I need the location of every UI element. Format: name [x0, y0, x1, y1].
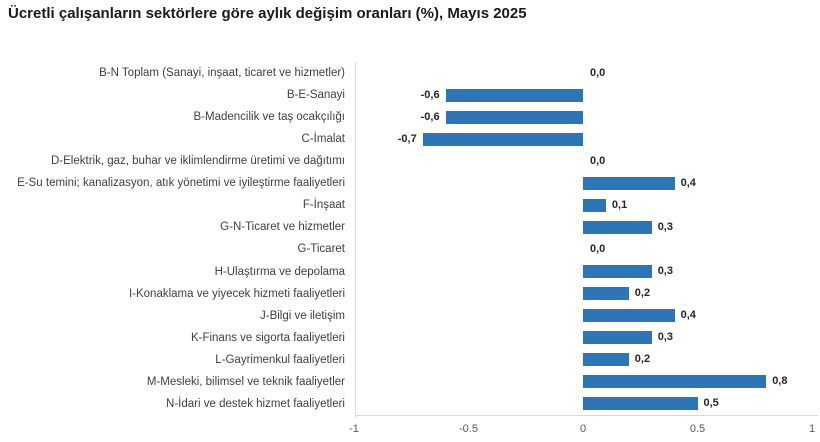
value-label: 0,1 [611, 198, 628, 211]
category-label: C-İmalat [301, 133, 345, 146]
x-tick-label: -0.5 [459, 423, 478, 435]
value-label: -0,7 [397, 132, 417, 145]
value-label: 0,2 [634, 287, 651, 300]
bar [583, 198, 606, 212]
bar [583, 176, 675, 190]
chart-row: J-Bilgi ve iletişim 0,4 [0, 305, 820, 327]
category-label: I-Konaklama ve yiyecek hizmeti faaliyetl… [128, 287, 345, 300]
chart-row: K-Finans ve sigorta faaliyetleri 0,3 [0, 327, 820, 349]
value-label: 0,3 [657, 220, 673, 233]
value-label: 0,4 [680, 176, 696, 189]
chart-row: B-N Toplam (Sanayi, inşaat, ticaret ve h… [0, 62, 820, 84]
x-tick-label: 1 [808, 423, 816, 435]
category-label: K-Finans ve sigorta faaliyetleri [190, 331, 345, 344]
category-label: G-Ticaret [297, 243, 346, 256]
category-label: M-Mesleki, bilimsel ve teknik faaliyetle… [146, 375, 345, 388]
category-label: F-İnşaat [302, 199, 345, 212]
value-label: -0,6 [420, 110, 440, 123]
value-label: 0,0 [590, 242, 606, 255]
chart-row: D-Elektrik, gaz, buhar ve iklimlendirme … [0, 150, 820, 172]
category-label: J-Bilgi ve iletişim [260, 309, 345, 322]
category-label: H-Ulaştırma ve depolama [214, 265, 345, 278]
category-label: B-N Toplam (Sanayi, inşaat, ticaret ve h… [99, 67, 345, 79]
chart-row: M-Mesleki, bilimsel ve teknik faaliyetle… [0, 371, 820, 393]
bar [583, 397, 698, 411]
value-label: 0,3 [657, 265, 673, 278]
chart-row: F-İnşaat 0,1 [0, 194, 820, 216]
x-tick-label: -1 [349, 423, 359, 435]
value-label: -0,6 [420, 88, 440, 101]
chart-row: B-E-Sanayi -0,6 [0, 84, 820, 106]
chart-row: N-İdari ve destek hizmet faaliyetleri 0,5 [0, 393, 820, 415]
bar [583, 309, 675, 323]
category-label: E-Su temini; kanalizasyon, atık yönetimi… [17, 177, 345, 190]
category-label: B-E-Sanayi [286, 89, 345, 102]
category-label: G-N-Ticaret ve hizmetler [220, 221, 345, 234]
value-label: 0,3 [657, 331, 673, 344]
chart-row: E-Su temini; kanalizasyon, atık yönetimi… [0, 172, 820, 194]
bar [583, 220, 652, 234]
value-label: 0,8 [772, 375, 788, 388]
x-tick-label: 0 [579, 423, 587, 435]
chart-row: I-Konaklama ve yiyecek hizmeti faaliyetl… [0, 283, 820, 305]
value-label: 0,0 [590, 66, 606, 79]
x-axis-line [355, 415, 818, 416]
x-tick-label: 0.5 [689, 423, 706, 435]
chart-row: G-N-Ticaret ve hizmetler 0,3 [0, 216, 820, 238]
category-label: N-İdari ve destek hizmet faaliyetleri [166, 397, 345, 410]
bar [583, 331, 652, 345]
value-label: 0,0 [590, 154, 606, 167]
category-label: B-Madencilik ve taş ocakçılığı [193, 111, 345, 124]
bar [445, 88, 583, 102]
chart-row: G-Ticaret 0,0 [0, 238, 820, 260]
bar [583, 265, 652, 279]
category-label: D-Elektrik, gaz, buhar ve iklimlendirme … [51, 155, 345, 168]
chart-row: L-Gayrimenkul faaliyetleri 0,2 [0, 349, 820, 371]
bar [445, 110, 583, 124]
value-label: 0,4 [680, 309, 696, 322]
chart-row: C-İmalat -0,7 [0, 128, 820, 150]
value-label: 0,2 [634, 353, 651, 366]
bar [422, 132, 583, 146]
bar [583, 287, 629, 301]
y-axis-line [355, 62, 356, 418]
category-label: L-Gayrimenkul faaliyetleri [215, 353, 345, 366]
chart-row: H-Ulaştırma ve depolama 0,3 [0, 261, 820, 283]
value-label: 0,5 [703, 397, 719, 410]
bar [583, 353, 629, 367]
chart-row: B-Madencilik ve taş ocakçılığı -0,6 [0, 106, 820, 128]
chart-title: Ücretli çalışanların sektörlere göre ayl… [8, 5, 527, 22]
bar [583, 375, 767, 389]
